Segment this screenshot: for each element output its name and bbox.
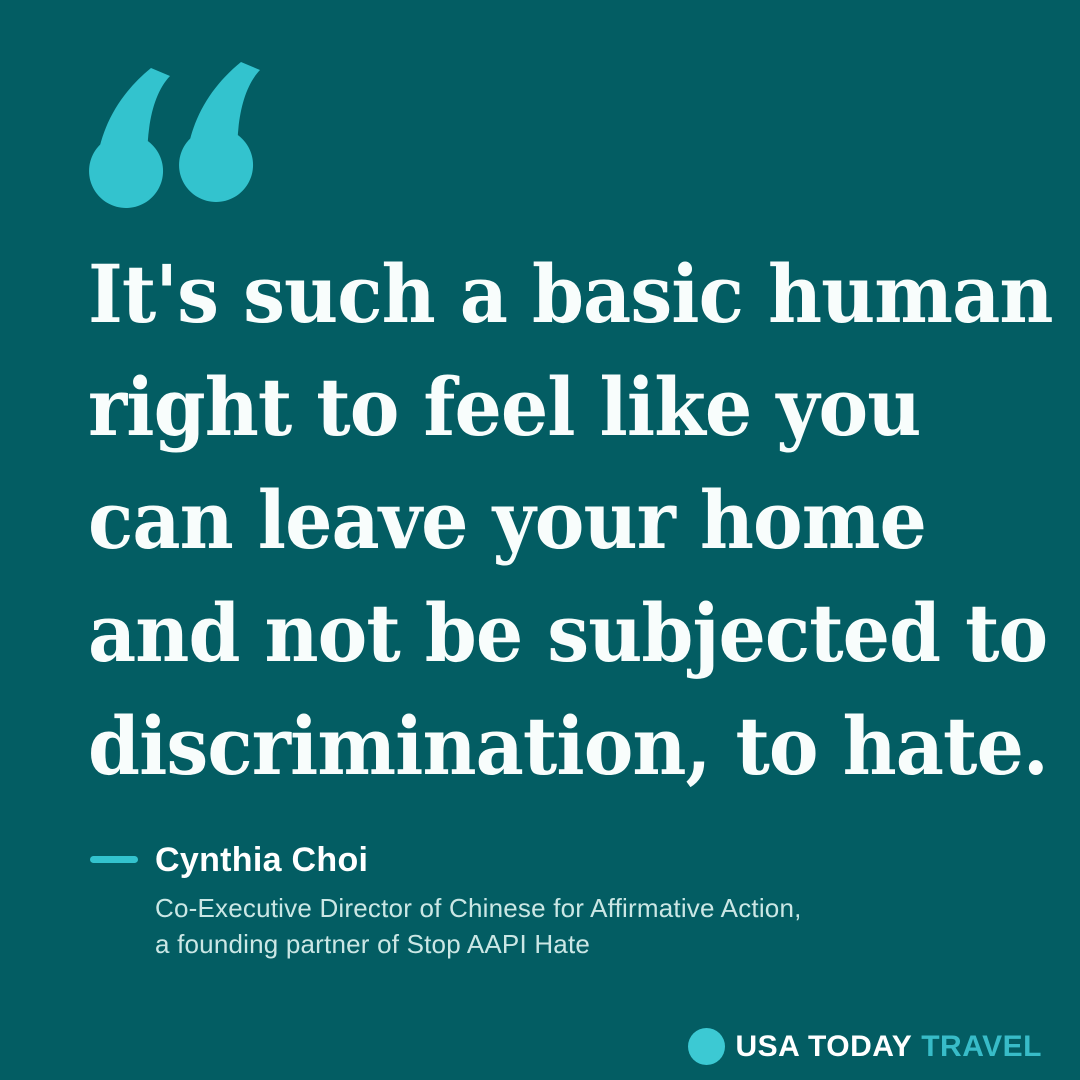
usa-today-travel-logo: USA TODAY TRAVEL: [688, 1028, 1042, 1065]
quote-line: discrimination, to hate.: [88, 699, 1049, 793]
quote-text: It's such a basic human right to feel li…: [88, 238, 1053, 803]
quote-line: right to feel like you: [88, 360, 921, 454]
attribution-name: Cynthia Choi: [155, 841, 369, 879]
attribution-title-line: Co-Executive Director of Chinese for Aff…: [155, 893, 802, 923]
opening-double-quote-icon: [89, 62, 260, 208]
attribution: Cynthia Choi Co-Executive Director of Ch…: [90, 838, 802, 962]
quote-line: can leave your home: [88, 473, 927, 567]
logo-brand-text: USA TODAY: [735, 1029, 913, 1063]
attribution-dash-icon: [90, 856, 138, 863]
attribution-text: Cynthia Choi Co-Executive Director of Ch…: [155, 838, 802, 962]
attribution-title: Co-Executive Director of Chinese for Aff…: [155, 890, 802, 962]
attribution-title-line: a founding partner of Stop AAPI Hate: [155, 929, 591, 959]
logo-circle-icon: [688, 1028, 726, 1065]
logo-section-text: TRAVEL: [921, 1029, 1042, 1063]
quote-line: It's such a basic human: [88, 247, 1053, 341]
quote-line: and not be subjected to: [88, 586, 1048, 680]
